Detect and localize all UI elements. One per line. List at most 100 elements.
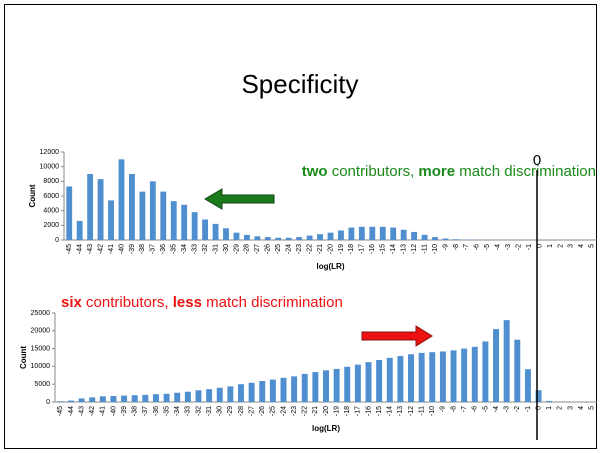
bar <box>524 369 531 402</box>
annotation-part: six <box>61 294 83 311</box>
x-tick-label: -34 <box>181 244 188 254</box>
bar <box>160 191 167 240</box>
y-tick-label: 4000 <box>43 208 59 215</box>
x-tick-label: -36 <box>153 406 160 416</box>
slide-title: Specificity <box>241 69 358 99</box>
x-tick-label: -19 <box>338 244 345 254</box>
x-tick-label: -5 <box>484 244 491 250</box>
y-tick-label: 6000 <box>43 193 59 200</box>
x-tick-label: -24 <box>286 244 293 254</box>
x-tick-label: 1 <box>546 406 553 410</box>
bar <box>139 191 146 240</box>
bar <box>76 220 83 240</box>
bar <box>452 239 459 240</box>
bar <box>390 227 397 240</box>
x-tick-label: 3 <box>568 244 575 248</box>
bar <box>227 386 234 402</box>
x-tick-label: -4 <box>495 244 502 250</box>
x-tick-label: -38 <box>139 244 146 254</box>
bar <box>546 400 553 402</box>
y-tick-label: 2000 <box>43 222 59 229</box>
y-tick-label: 12000 <box>40 149 60 156</box>
annotation-part: less <box>173 294 202 311</box>
bar <box>233 232 240 240</box>
x-tick-label: -34 <box>174 406 181 416</box>
x-tick-label: -41 <box>108 244 115 254</box>
x-tick-label: -36 <box>160 244 167 254</box>
x-tick-label: -43 <box>87 244 94 254</box>
x-tick-label: -6 <box>472 406 479 412</box>
bar <box>400 229 407 240</box>
bar <box>181 204 188 240</box>
x-tick-label: -11 <box>421 244 428 254</box>
x-tick-label: -6 <box>474 244 481 250</box>
bar <box>195 390 202 402</box>
x-tick-label: -12 <box>408 406 415 416</box>
y-tick-label: 10000 <box>40 164 60 171</box>
x-tick-label: -24 <box>280 406 287 416</box>
x-tick-label: -43 <box>78 406 85 416</box>
bar <box>129 174 135 240</box>
bar <box>216 387 223 402</box>
bar <box>312 372 319 402</box>
left-arrow <box>204 188 275 210</box>
x-tick-label: -27 <box>254 244 261 254</box>
bar <box>259 380 266 402</box>
x-tick-label: -23 <box>291 406 298 416</box>
bar <box>306 235 313 240</box>
y-tick-label: 25000 <box>31 310 51 317</box>
x-tick-label: -18 <box>344 406 351 416</box>
bar <box>397 356 404 402</box>
x-tick-label: -8 <box>453 244 460 250</box>
annotation-part: match discrimination <box>455 163 596 180</box>
bar <box>514 339 521 402</box>
bar <box>429 352 436 402</box>
bar <box>482 341 489 402</box>
y-tick-label: 0 <box>46 399 50 406</box>
bar <box>439 351 446 402</box>
bar <box>67 400 74 402</box>
bar <box>191 212 198 240</box>
bar <box>99 396 106 402</box>
bar <box>87 174 94 240</box>
x-tick-label: 4 <box>578 244 585 248</box>
bar <box>275 237 282 240</box>
x-tick-label: -3 <box>504 406 511 412</box>
bar <box>66 186 73 240</box>
x-tick-label: -45 <box>66 244 73 254</box>
bar <box>503 320 510 402</box>
bar <box>202 219 209 240</box>
x-tick-label: -39 <box>121 406 128 416</box>
y-axis-label: Count <box>28 184 37 207</box>
x-axis-label: log(LR) <box>317 262 345 271</box>
x-tick-label: -32 <box>202 244 209 254</box>
x-tick-label: -25 <box>270 406 277 416</box>
x-tick-label: -10 <box>432 244 439 254</box>
bar <box>149 181 156 240</box>
x-tick-label: -33 <box>191 244 198 254</box>
x-tick-label: 0 <box>536 244 543 248</box>
x-tick-label: -40 <box>110 406 117 416</box>
annotation: six contributors, less match discriminat… <box>61 294 343 311</box>
bar <box>432 237 438 240</box>
x-tick-label: -29 <box>233 244 240 254</box>
x-tick-label: -33 <box>185 406 192 416</box>
bar <box>408 354 414 402</box>
x-tick-label: -2 <box>514 406 521 412</box>
bar <box>421 234 428 240</box>
y-tick-label: 8000 <box>43 178 59 185</box>
x-tick-label: -22 <box>306 244 313 254</box>
x-tick-label: -38 <box>132 406 139 416</box>
x-tick-label: -2 <box>515 244 522 250</box>
x-tick-label: -15 <box>380 244 387 254</box>
x-tick-label: -5 <box>482 406 489 412</box>
x-tick-label: -32 <box>195 406 202 416</box>
x-tick-label: -20 <box>327 244 334 254</box>
y-tick-label: 20000 <box>31 328 51 335</box>
bar <box>296 237 303 240</box>
x-tick-label: -1 <box>525 406 532 412</box>
x-tick-label: -12 <box>411 244 418 254</box>
x-tick-label: -4 <box>493 406 500 412</box>
x-tick-label: 5 <box>589 244 596 248</box>
bar <box>338 230 344 240</box>
